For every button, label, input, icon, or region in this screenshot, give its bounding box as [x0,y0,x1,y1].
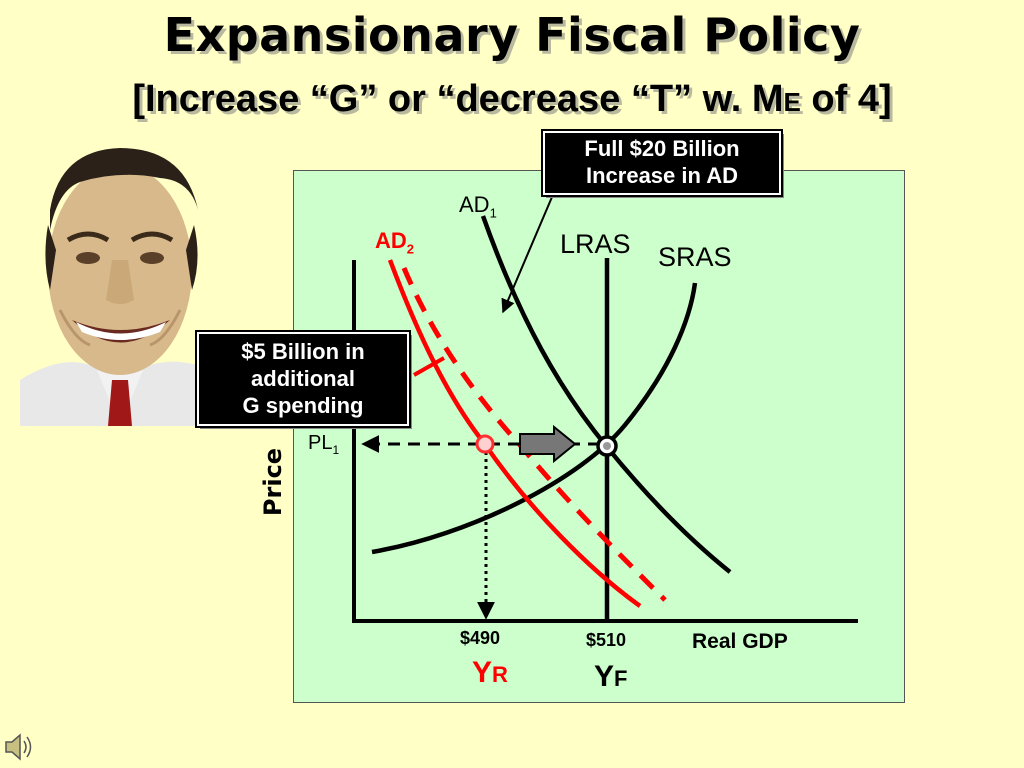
yr-label-sub: R [492,662,508,687]
ad1-label: AD1 [459,192,497,220]
ad2-label-sub: 2 [406,241,415,257]
yf-value-label: $510 [586,630,627,650]
yr-value-label: $490 [460,628,501,648]
yr-label: YR [472,656,508,690]
callout-left-line2: additional [251,366,355,391]
sras-curve [371,282,698,555]
yf-label: YF [594,660,627,694]
yf-label-sub: F [614,666,628,691]
ad2-label: AD2 [375,228,414,256]
real-gdp-label: Real GDP [692,630,788,653]
speaker-icon[interactable] [2,730,36,764]
pl1-label: PL1 [308,432,339,457]
ad2-label-main: AD [375,228,407,253]
g-spending-callout: $5 Billion in additional G spending [195,330,411,428]
full-increase-callout: Full $20 Billion Increase in AD [541,129,783,197]
callout-top-line2: Increase in AD [585,163,739,188]
ad1-label-sub: 1 [489,205,497,221]
callout-left-line1: $5 Billion in [241,339,365,364]
callout-pointer [501,196,553,314]
callout-left-line3: G spending [242,393,364,418]
ad2-shift-tick [413,356,445,377]
slide-title: Expansionary Fiscal Policy [163,8,861,62]
point-yr [475,434,495,454]
subtitle-pre: [Increase “G” or “decrease “T” w. M [132,78,784,120]
shift-arrow-icon [519,424,577,464]
callout-top-line1: Full $20 Billion [584,136,740,161]
subtitle-post: of 4] [800,78,892,120]
ad1-label-main: AD [459,192,490,217]
lras-label: LRAS [560,229,631,259]
slide-subtitle: [Increase “G” or “decrease “T” w. ME of … [0,78,1024,121]
pl1-label-sub: 1 [332,443,340,457]
yr-label-main: Y [472,656,493,689]
yf-label-main: Y [594,660,615,693]
subtitle-sub: E [783,87,801,117]
caricature-photo [20,140,220,426]
sras-label: SRAS [658,242,732,272]
price-axis-label: Price [259,447,287,517]
pl1-label-main: PL [308,432,333,454]
ad2-curve [387,259,642,608]
